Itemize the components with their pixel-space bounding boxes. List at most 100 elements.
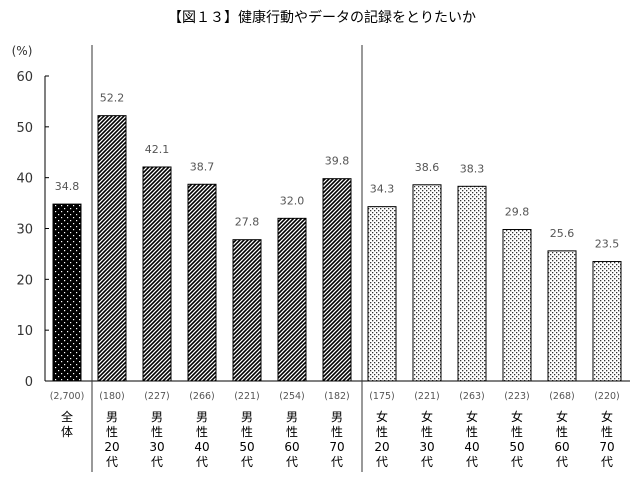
y-tick-label: 50 bbox=[16, 121, 33, 136]
category-label: 性 bbox=[421, 425, 433, 439]
category-label: 60 bbox=[284, 440, 299, 454]
category-label: 女 bbox=[556, 409, 568, 424]
y-tick-label: 0 bbox=[25, 375, 33, 390]
category-label: 性 bbox=[556, 425, 568, 439]
y-tick-label: 20 bbox=[16, 273, 33, 288]
category-label: 代 bbox=[151, 455, 163, 469]
category-label: 70 bbox=[329, 440, 344, 454]
category-label: 女 bbox=[601, 409, 613, 424]
sample-size-label: (254) bbox=[279, 391, 305, 402]
category-label: 代 bbox=[466, 455, 478, 469]
category-label: 50 bbox=[239, 440, 254, 454]
category-label: 代 bbox=[241, 455, 253, 469]
bar bbox=[367, 206, 397, 382]
data-label: 32.0 bbox=[280, 194, 305, 207]
category-label: 代 bbox=[601, 455, 613, 469]
category-label: 性 bbox=[196, 425, 208, 439]
sample-size-label: (268) bbox=[549, 391, 575, 402]
sample-size-label: (221) bbox=[234, 391, 260, 402]
category-label: 性 bbox=[331, 425, 343, 439]
data-label: 34.8 bbox=[55, 180, 80, 193]
y-tick-label: 60 bbox=[16, 70, 33, 85]
bar bbox=[52, 203, 82, 382]
category-label: 40 bbox=[464, 440, 479, 454]
category-label: 30 bbox=[149, 440, 164, 454]
sample-size-label: (182) bbox=[324, 391, 350, 402]
category-label: 代 bbox=[556, 455, 568, 469]
category-label: 女 bbox=[421, 409, 433, 424]
data-label: 39.8 bbox=[325, 155, 350, 168]
bar bbox=[232, 239, 262, 382]
data-label: 27.8 bbox=[235, 216, 260, 229]
category-label: 男 bbox=[151, 410, 163, 424]
category-label: 代 bbox=[331, 455, 343, 469]
y-tick-label: 10 bbox=[16, 324, 33, 339]
category-label: 性 bbox=[151, 425, 163, 439]
category-label: 男 bbox=[286, 410, 298, 424]
y-tick-label: 40 bbox=[16, 172, 33, 187]
category-label: 30 bbox=[419, 440, 434, 454]
category-label: 代 bbox=[511, 455, 523, 469]
category-label: 70 bbox=[599, 440, 614, 454]
category-label: 男 bbox=[241, 410, 253, 424]
category-label: 代 bbox=[376, 455, 388, 469]
data-label: 52.2 bbox=[100, 92, 125, 105]
category-label: 性 bbox=[511, 425, 523, 439]
category-label: 男 bbox=[196, 410, 208, 424]
bar bbox=[502, 229, 532, 382]
bar bbox=[97, 115, 127, 382]
data-label: 38.3 bbox=[460, 162, 485, 175]
category-label: 性 bbox=[106, 425, 118, 439]
sample-size-label: (220) bbox=[594, 391, 620, 402]
data-label: 38.6 bbox=[415, 161, 440, 174]
sample-size-label: (223) bbox=[504, 391, 530, 402]
data-label: 23.5 bbox=[595, 238, 620, 251]
bar bbox=[322, 178, 352, 382]
category-label: 性 bbox=[241, 425, 253, 439]
bar bbox=[277, 217, 307, 382]
data-label: 38.7 bbox=[190, 160, 215, 173]
data-label: 34.3 bbox=[370, 183, 395, 196]
category-label: 60 bbox=[554, 440, 569, 454]
category-label: 女 bbox=[511, 409, 523, 424]
bar bbox=[187, 183, 217, 382]
y-axis-label: (%) bbox=[12, 44, 33, 58]
category-label: 性 bbox=[601, 425, 613, 439]
bar bbox=[592, 261, 622, 382]
category-label: 性 bbox=[466, 425, 478, 439]
sample-size-label: (2,700) bbox=[50, 391, 85, 402]
category-label: 代 bbox=[421, 455, 433, 469]
bar bbox=[142, 166, 172, 382]
sample-size-label: (266) bbox=[189, 391, 215, 402]
category-label: 20 bbox=[374, 440, 389, 454]
sample-size-label: (221) bbox=[414, 391, 440, 402]
sample-size-label: (227) bbox=[144, 391, 170, 402]
y-tick-label: 30 bbox=[16, 223, 33, 238]
category-label: 代 bbox=[196, 455, 208, 469]
category-label: 男 bbox=[106, 410, 118, 424]
bar bbox=[547, 250, 577, 382]
sample-size-label: (180) bbox=[99, 391, 125, 402]
category-label: 代 bbox=[286, 455, 298, 469]
category-label: 全 bbox=[61, 409, 73, 424]
bar bbox=[457, 185, 487, 382]
sample-size-label: (175) bbox=[369, 391, 395, 402]
data-label: 29.8 bbox=[505, 206, 530, 219]
category-label: 代 bbox=[106, 455, 118, 469]
bar bbox=[412, 184, 442, 382]
data-label: 25.6 bbox=[550, 227, 575, 240]
category-label: 性 bbox=[376, 425, 388, 439]
category-label: 体 bbox=[61, 425, 73, 439]
category-label: 女 bbox=[466, 409, 478, 424]
sample-size-label: (263) bbox=[459, 391, 485, 402]
chart-title: 【図１３】健康行動やデータの記録をとりたいか bbox=[168, 9, 476, 26]
category-label: 50 bbox=[509, 440, 524, 454]
category-label: 男 bbox=[331, 410, 343, 424]
category-label: 40 bbox=[194, 440, 209, 454]
category-label: 20 bbox=[104, 440, 119, 454]
category-label: 女 bbox=[376, 409, 388, 424]
category-label: 性 bbox=[286, 425, 298, 439]
data-label: 42.1 bbox=[145, 143, 170, 156]
